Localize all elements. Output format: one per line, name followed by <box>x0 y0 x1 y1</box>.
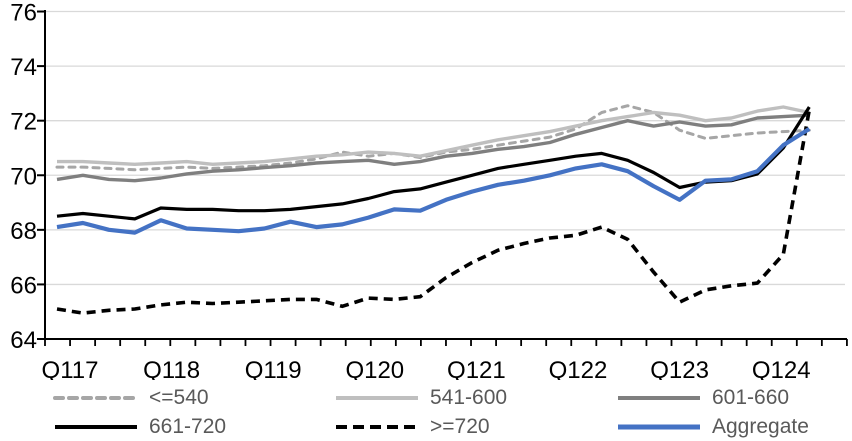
x-tick-label: Q124 <box>752 357 811 380</box>
y-tick-label: 68 <box>10 218 37 245</box>
legend-item-661-720: 661-720 <box>52 415 226 439</box>
legend-swatch-dashed-black <box>333 422 421 432</box>
axes <box>37 10 848 346</box>
legend-item-aggregate: Aggregate <box>615 415 809 439</box>
x-tick-label: Q117 <box>42 357 99 380</box>
legend-swatch-blue <box>615 422 703 432</box>
x-tick-label: Q118 <box>143 357 200 380</box>
x-axis-labels: Q117 Q118 Q119 Q120 Q121 Q122 Q123 Q124 <box>42 357 811 384</box>
y-tick-label: 72 <box>10 109 37 136</box>
x-tick-label: Q120 <box>345 357 404 380</box>
legend-label-541-600: 541-600 <box>430 386 508 409</box>
legend-label-661-720: 661-720 <box>149 415 227 438</box>
legend-swatch-light-gray <box>333 393 421 403</box>
x-tick-label: Q121 <box>447 357 506 380</box>
series-line->=720 <box>56 109 812 315</box>
y-tick-label: 64 <box>10 327 37 354</box>
gridlines <box>46 10 845 286</box>
legend-swatch-dark-gray <box>615 393 703 403</box>
legend-item-ge720: >=720 <box>333 415 490 439</box>
legend-label-ge720: >=720 <box>430 415 490 438</box>
series-line-661-720 <box>56 106 811 221</box>
series-line-601-660 <box>56 113 810 183</box>
y-tick-label: 66 <box>10 272 37 299</box>
legend-item-541-600: 541-600 <box>333 386 507 410</box>
y-tick-label: 70 <box>10 163 37 190</box>
legend-label-aggregate: Aggregate <box>712 415 809 438</box>
y-tick-label: 74 <box>10 54 37 81</box>
x-tick-label: Q119 <box>245 357 302 380</box>
y-tick-label: 76 <box>10 0 37 27</box>
x-tick-label: Q122 <box>549 357 608 380</box>
legend-swatch-dashed-gray <box>52 393 140 403</box>
legend-label-601-660: 601-660 <box>712 386 790 409</box>
legend-label-le540: <=540 <box>149 386 209 409</box>
series-line-541-600 <box>57 105 810 167</box>
x-tick-label: Q123 <box>650 357 709 380</box>
legend-swatch-black <box>52 422 140 432</box>
legend-item-601-660: 601-660 <box>615 386 789 410</box>
series-lines <box>55 104 812 315</box>
series-line-Aggregate <box>56 127 811 235</box>
y-axis-labels: 64 66 68 70 72 74 76 <box>10 0 37 354</box>
legend-item-le540: <=540 <box>52 386 209 410</box>
